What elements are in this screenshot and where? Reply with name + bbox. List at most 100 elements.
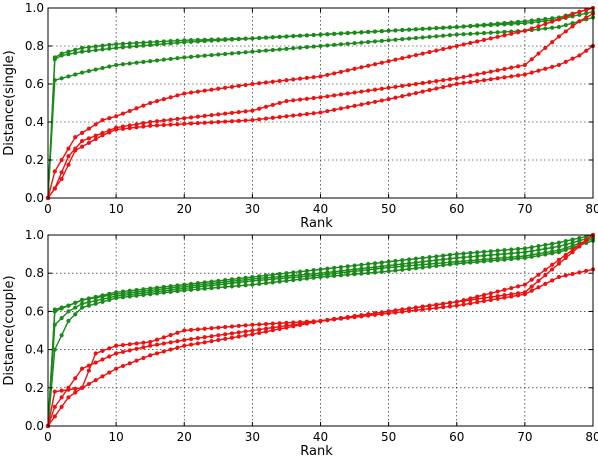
data-point [304, 268, 309, 274]
data-point [216, 337, 221, 343]
x-axis-title: Rank [300, 216, 333, 231]
data-point [141, 124, 146, 129]
data-point [297, 76, 303, 81]
data-point [284, 46, 289, 51]
data-point [563, 252, 568, 257]
data-point [550, 262, 555, 267]
data-point [100, 133, 105, 138]
data-point [563, 247, 568, 252]
data-point [454, 299, 459, 304]
data-point [168, 95, 173, 100]
data-point [291, 113, 296, 118]
data-point [488, 30, 493, 35]
data-point [100, 299, 105, 304]
data-point [515, 30, 521, 35]
data-point [386, 85, 391, 90]
data-point [127, 348, 132, 353]
data-point [93, 360, 98, 365]
data-point [359, 271, 364, 276]
data-point [338, 264, 344, 270]
data-point [563, 23, 568, 28]
data-point [393, 268, 398, 273]
data-point [73, 72, 78, 77]
data-point [563, 14, 568, 19]
data-point [257, 278, 262, 283]
data-point [366, 101, 371, 106]
data-point [263, 104, 269, 109]
data-point [120, 342, 126, 348]
data-point [182, 121, 187, 126]
data-point [79, 385, 85, 390]
data-point [243, 329, 248, 334]
data-point [400, 94, 405, 99]
data-point [188, 121, 194, 126]
data-point [114, 62, 119, 68]
data-point [223, 324, 228, 330]
x-tick-label: 10 [108, 430, 123, 444]
data-point [73, 312, 78, 317]
data-point [243, 50, 248, 55]
data-point [577, 53, 582, 58]
chart-panel-1: 0 10 20 30 40 50 60 70 80 0.0 0.2 0.4 0.6 0.8 1.0 Rank D… [2, 1, 598, 231]
data-point [284, 114, 289, 119]
y-tick-label: 0.2 [25, 381, 44, 395]
data-point [148, 123, 153, 128]
data-point [420, 26, 425, 31]
data-point [441, 25, 446, 30]
x-tick-label: 60 [449, 430, 464, 444]
data-point [427, 26, 432, 31]
data-point [107, 116, 112, 121]
data-point [100, 117, 105, 123]
data-point [250, 108, 255, 113]
x-tick-label: 70 [517, 202, 532, 216]
data-point [257, 35, 262, 41]
data-point [127, 61, 132, 66]
data-point [345, 41, 350, 46]
data-point [522, 28, 527, 33]
data-point [318, 74, 323, 79]
data-point [52, 78, 57, 83]
series-red-5 [45, 232, 596, 429]
data-point [447, 25, 453, 30]
data-point [79, 49, 85, 54]
data-point [359, 262, 364, 267]
data-point [114, 343, 119, 348]
data-point [86, 381, 91, 387]
data-point [536, 278, 541, 283]
data-point [134, 346, 139, 351]
data-point [175, 122, 180, 127]
data-point [550, 278, 555, 283]
data-point [427, 34, 432, 39]
data-point [550, 241, 555, 246]
data-point [284, 78, 289, 83]
data-point [352, 103, 357, 108]
data-point [379, 86, 384, 91]
data-point [257, 327, 262, 332]
data-point [86, 68, 91, 74]
data-point [59, 76, 64, 81]
data-point [127, 361, 132, 366]
data-point [441, 33, 446, 38]
data-point [202, 37, 207, 42]
data-point [161, 341, 166, 346]
data-point [236, 36, 241, 41]
data-point [168, 340, 173, 345]
data-point [550, 245, 555, 250]
data-point [114, 351, 119, 356]
data-point [386, 311, 391, 316]
data-point [318, 267, 323, 272]
data-point [332, 265, 337, 270]
data-point [413, 308, 418, 313]
data-point [338, 316, 344, 321]
data-point [263, 329, 269, 334]
data-point [556, 257, 562, 262]
data-point [468, 296, 473, 301]
data-point [134, 60, 139, 65]
x-tick-label: 80 [585, 202, 598, 216]
x-tick-label: 20 [177, 430, 192, 444]
data-point [263, 116, 269, 121]
data-point [148, 59, 153, 64]
data-point [529, 57, 534, 62]
data-point [127, 294, 132, 299]
data-point [297, 33, 303, 38]
